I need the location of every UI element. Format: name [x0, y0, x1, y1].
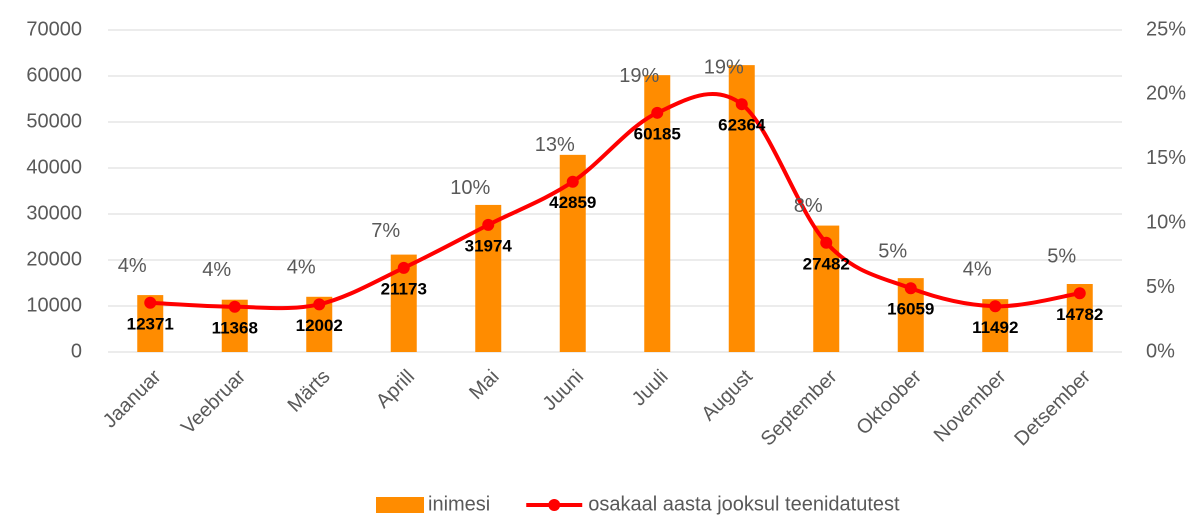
y-tick-label: 50000 [26, 110, 82, 132]
line-marker [397, 261, 410, 274]
line-marker [482, 218, 495, 231]
y-tick-label: 60000 [26, 64, 82, 86]
legend-swatch [548, 499, 561, 511]
x-tick-label: Mai [465, 366, 503, 404]
line-data-label: 13% [535, 134, 575, 156]
line-data-label: 5% [878, 241, 907, 263]
legend-label: inimesi [428, 493, 490, 515]
line-marker [735, 98, 748, 111]
x-tick-label: November [930, 365, 1011, 446]
x-tick-label: Juuni [539, 366, 588, 415]
line-marker [228, 300, 241, 313]
y2-tick-label: 20% [1146, 83, 1186, 105]
y-tick-label: 30000 [26, 202, 82, 224]
line-marker [820, 236, 833, 249]
x-tick-label: Aprill [372, 366, 419, 413]
line-data-label: 19% [704, 56, 744, 78]
bar-data-label: 42859 [549, 193, 596, 212]
x-tick-label: Märts [284, 366, 335, 417]
line-data-label: 4% [963, 259, 992, 281]
y2-tick-label: 25% [1146, 18, 1186, 40]
line-data-label: 5% [1047, 246, 1076, 268]
y-tick-label: 10000 [26, 294, 82, 316]
y-tick-label: 0 [71, 340, 82, 362]
legend-swatch [376, 497, 424, 513]
line-marker [904, 282, 917, 295]
line-data-label: 8% [794, 195, 823, 217]
line-data-label: 7% [371, 220, 400, 242]
bar-data-label: 11492 [972, 318, 1018, 337]
line-marker [566, 175, 579, 188]
y2-tick-label: 0% [1146, 340, 1175, 362]
y-tick-label: 70000 [26, 18, 82, 40]
y2-tick-label: 15% [1146, 147, 1186, 169]
y-tick-label: 20000 [26, 248, 82, 270]
x-tick-label: September [757, 365, 842, 450]
x-tick-label: Veebruar [177, 365, 250, 438]
bar [644, 75, 671, 353]
y-tick-label: 40000 [26, 156, 82, 178]
line-marker [144, 296, 157, 309]
x-tick-label: August [697, 365, 757, 425]
bar-data-label: 60185 [634, 124, 681, 143]
line-data-label: 4% [118, 255, 147, 277]
line-marker [989, 300, 1002, 313]
x-tick-label: Oktoober [852, 365, 926, 439]
line-data-label: 10% [450, 177, 490, 199]
bar-data-label: 14782 [1056, 305, 1103, 324]
bar-data-label: 12002 [296, 316, 343, 335]
bar-data-label: 27482 [803, 254, 850, 273]
line-marker [313, 298, 326, 311]
x-tick-label: Detsember [1010, 365, 1095, 450]
line-data-label: 19% [619, 65, 659, 87]
bar-data-label: 16059 [887, 300, 934, 319]
bar-data-label: 62364 [718, 116, 766, 135]
y2-tick-label: 10% [1146, 211, 1186, 233]
bar-data-label: 31974 [465, 236, 513, 255]
bar-data-label: 12371 [127, 314, 174, 333]
x-tick-label: Jaanuar [99, 365, 166, 432]
line-marker [651, 106, 664, 119]
y2-tick-label: 5% [1146, 276, 1175, 298]
bar-data-label: 11368 [212, 318, 258, 337]
line-data-label: 4% [287, 257, 316, 279]
bar-data-label: 21173 [381, 279, 427, 298]
line-data-label: 4% [202, 259, 231, 281]
line-marker [1073, 287, 1086, 300]
legend-label: osakaal aasta jooksul teenidatutest [588, 493, 900, 515]
x-tick-label: Juuli [628, 366, 673, 411]
